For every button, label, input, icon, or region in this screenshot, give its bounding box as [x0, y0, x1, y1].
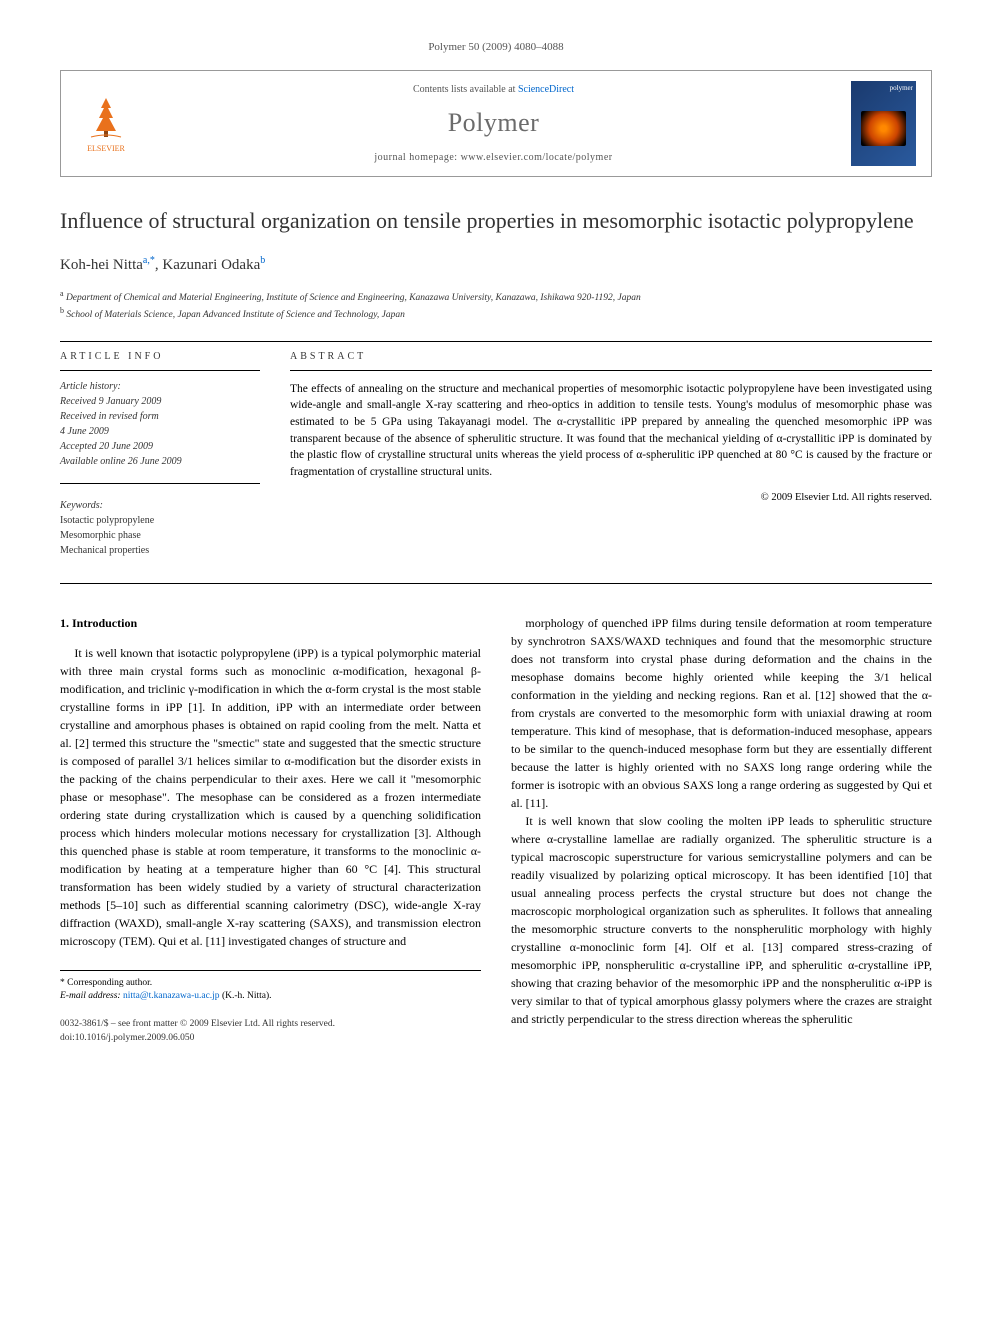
divider — [60, 483, 260, 484]
article-title: Influence of structural organization on … — [60, 207, 932, 236]
online-date: Available online 26 June 2009 — [60, 454, 260, 469]
email-label: E-mail address: — [60, 991, 123, 1001]
body-columns: 1. Introduction It is well known that is… — [60, 614, 932, 1045]
keywords-block: Keywords: Isotactic polypropylene Mesomo… — [60, 498, 260, 558]
author-2: Kazunari Odaka — [162, 257, 260, 273]
author-1: Koh-hei Nitta — [60, 257, 143, 273]
keyword-1: Isotactic polypropylene — [60, 513, 260, 528]
body-para-1: It is well known that isotactic polyprop… — [60, 644, 481, 950]
keyword-2: Mesomorphic phase — [60, 528, 260, 543]
authors: Koh-hei Nittaa,*, Kazunari Odakab — [60, 254, 932, 276]
corresp-label: * Corresponding author. — [60, 977, 481, 990]
accepted-date: Accepted 20 June 2009 — [60, 439, 260, 454]
history-label: Article history: — [60, 379, 260, 394]
body-para-3: It is well known that slow cooling the m… — [511, 812, 932, 1028]
article-info: ARTICLE INFO Article history: Received 9… — [60, 350, 260, 558]
abstract: ABSTRACT The effects of annealing on the… — [290, 350, 932, 558]
homepage-line: journal homepage: www.elsevier.com/locat… — [151, 151, 836, 165]
divider — [290, 370, 932, 371]
author-1-affil: a, — [143, 255, 150, 266]
revised-line-1: Received in revised form — [60, 409, 260, 424]
keyword-3: Mechanical properties — [60, 543, 260, 558]
journal-header-box: ELSEVIER Contents lists available at Sci… — [60, 70, 932, 177]
divider — [60, 341, 932, 342]
journal-name: Polymer — [151, 105, 836, 141]
affiliations: a Department of Chemical and Material En… — [60, 288, 932, 323]
sciencedirect-link[interactable]: ScienceDirect — [518, 84, 574, 95]
cover-label: polymer — [890, 84, 913, 94]
affiliation-b: School of Materials Science, Japan Advan… — [66, 311, 405, 321]
bottom-publication-line: 0032-3861/$ – see front matter © 2009 El… — [60, 1018, 481, 1045]
column-right: morphology of quenched iPP films during … — [511, 614, 932, 1045]
author-2-affil: b — [260, 255, 265, 266]
header-center: Contents lists available at ScienceDirec… — [151, 83, 836, 165]
body-para-2: morphology of quenched iPP films during … — [511, 614, 932, 812]
keywords-label: Keywords: — [60, 498, 260, 513]
contents-prefix: Contents lists available at — [413, 84, 518, 95]
header-citation: Polymer 50 (2009) 4080–4088 — [60, 40, 932, 55]
section-heading-intro: 1. Introduction — [60, 614, 481, 632]
article-history: Article history: Received 9 January 2009… — [60, 379, 260, 469]
publisher-name: ELSEVIER — [87, 143, 125, 154]
divider — [60, 583, 932, 584]
abstract-copyright: © 2009 Elsevier Ltd. All rights reserved… — [290, 491, 932, 506]
abstract-heading: ABSTRACT — [290, 350, 932, 364]
article-info-heading: ARTICLE INFO — [60, 350, 260, 364]
issn-line: 0032-3861/$ – see front matter © 2009 El… — [60, 1018, 481, 1031]
elsevier-logo: ELSEVIER — [76, 89, 136, 159]
email-suffix: (K.-h. Nitta). — [220, 991, 272, 1001]
author-1-corresp: * — [150, 255, 155, 266]
divider — [60, 370, 260, 371]
received-date: Received 9 January 2009 — [60, 394, 260, 409]
column-left: 1. Introduction It is well known that is… — [60, 614, 481, 1045]
cover-image-graphic — [861, 111, 906, 146]
affiliation-a: Department of Chemical and Material Engi… — [66, 293, 641, 303]
corresponding-author-footer: * Corresponding author. E-mail address: … — [60, 970, 481, 1004]
homepage-url[interactable]: www.elsevier.com/locate/polymer — [461, 152, 613, 163]
journal-cover-thumbnail: polymer — [851, 81, 916, 166]
elsevier-tree-icon — [81, 93, 131, 143]
info-abstract-row: ARTICLE INFO Article history: Received 9… — [60, 350, 932, 558]
abstract-text: The effects of annealing on the structur… — [290, 381, 932, 481]
doi-line: doi:10.1016/j.polymer.2009.06.050 — [60, 1032, 481, 1045]
homepage-prefix: journal homepage: — [374, 152, 460, 163]
contents-line: Contents lists available at ScienceDirec… — [151, 83, 836, 97]
corresp-email[interactable]: nitta@t.kanazawa-u.ac.jp — [123, 991, 220, 1001]
revised-line-2: 4 June 2009 — [60, 424, 260, 439]
